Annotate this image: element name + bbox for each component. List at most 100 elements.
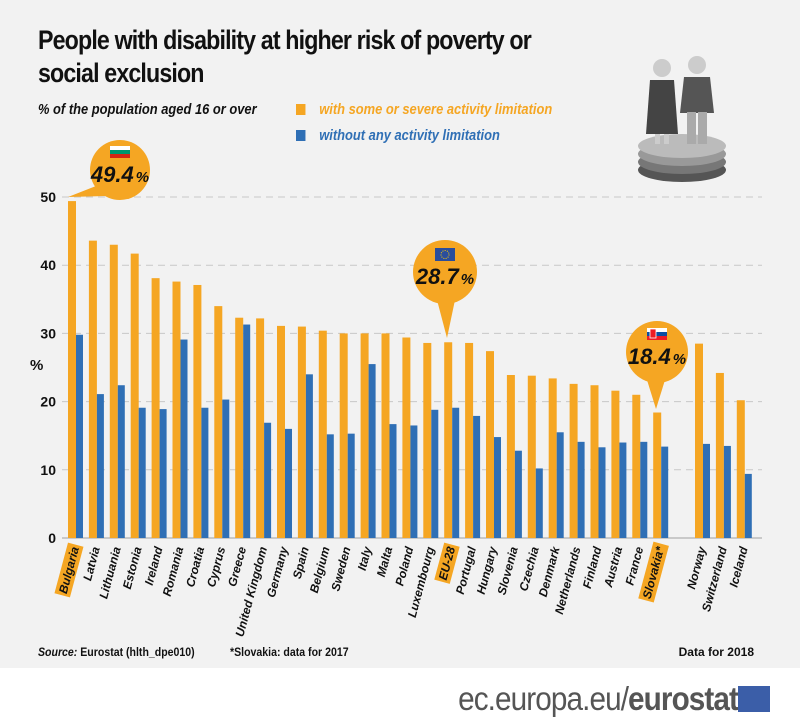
bar-not-limited-switzerland [723,445,731,538]
x-tick-group: Malta [374,545,396,579]
callout-unit: % [461,271,474,288]
bar-limited-malta [381,333,390,538]
bar-limited-portugal [465,342,474,538]
bar-limited-slovenia [506,375,515,538]
slovakia-note: *Slovakia: data for 2017 [230,645,349,659]
callout-value: 28.7 [415,264,461,289]
y-tick-label: 40 [40,257,56,273]
bar-limited-bulgaria [68,201,76,539]
bar-limited-ireland [151,278,160,538]
y-tick-label: 0 [48,530,56,546]
y-tick-label: 50 [40,189,56,205]
bar-limited-cyprus [214,306,223,538]
x-tick-label: France [622,545,646,587]
callout-value: 18.4 [628,344,671,369]
bar-not-limited-sweden [347,433,355,538]
highlight-label-bg [638,541,669,603]
brand-name: eurostat [628,680,739,717]
source-label: Source: [38,645,78,659]
bar-limited-belgium [318,330,327,538]
x-tick-label: Bulgaria [56,545,82,595]
bar-limited-sweden [339,333,348,538]
bar-not-limited-greece [243,324,251,538]
x-tick-label: Croatia [183,545,207,589]
bar-limited-switzerland [715,372,724,538]
bar-not-limited-slovenia [514,450,522,538]
legend-swatch-orange [296,104,306,115]
bar-limited-eu-28 [444,342,453,538]
callout-unit: % [673,351,686,368]
bar-not-limited-eu-28 [452,407,460,538]
callout-text: 18.4% [628,344,686,369]
bar-not-limited-croatia [201,407,209,538]
bar-limited-denmark [548,378,557,538]
bar-not-limited-lithuania [117,385,125,538]
x-tick-label: Iceland [726,545,750,589]
x-tick-label: Greece [225,545,249,588]
x-tick-group: France [622,545,646,587]
bar-limited-hungary [486,351,494,538]
bar-not-limited-luxembourg [431,409,439,538]
bar-limited-romania [172,281,181,538]
legend-swatch-blue [296,130,306,141]
bar-not-limited-netherlands [577,441,585,538]
flag-field [435,248,455,261]
bar-limited-austria [611,390,620,538]
x-tick-label: Cyprus [204,545,228,589]
callout-bubble [90,140,150,200]
eurostat-brand[interactable]: ec.europa.eu/eurostat [458,680,739,718]
legend-label: with some or severe activity limitation [319,101,553,118]
bar-not-limited-italy [368,364,376,538]
y-tick-label: 10 [40,462,56,478]
flag-stripe [647,332,667,336]
bar-limited-italy [360,333,369,538]
bar-limited-iceland [736,400,745,538]
x-tick-group: Ireland [142,545,166,587]
bar-not-limited-belgium [326,434,334,538]
flag-stars [440,250,450,259]
people-on-coins-illustration [638,56,726,182]
x-tick-label: Latvia [80,545,103,582]
bar-limited-finland [590,385,599,538]
callout-text: 28.7% [415,264,474,289]
chart-title: People with disability at higher risk of… [38,25,532,88]
bar-not-limited-iceland [744,473,752,538]
x-tick-group: Latvia [80,545,103,582]
source-note: Source: Eurostat (hlth_dpe010) [38,645,195,659]
bar-limited-france [632,394,641,538]
bar-not-limited-portugal [473,415,481,538]
eu-flag-icon [435,248,455,261]
source-text: Eurostat (hlth_dpe010) [80,645,195,659]
callout-eu28: 28.7% [413,240,477,338]
x-tick-group: Poland [392,545,416,588]
eu-flag-logo [738,686,770,712]
x-tick-group: Bulgaria [54,542,84,598]
legend-item-limited: with some or severe activity limitation [296,101,552,118]
chart-subtitle: % of the population aged 16 or over [38,101,257,118]
bar-limited-united-kingdom [256,318,265,538]
brand-url: ec.europa.eu/ [458,680,629,717]
bar-not-limited-finland [598,447,606,538]
bar-limited-norway [695,343,703,538]
legend-label: without any activity limitation [319,127,500,144]
bar-not-limited-denmark [556,432,564,538]
x-tick-group: Spain [290,545,312,580]
x-tick-group: EU-28 [434,542,460,584]
callout-bubble [413,240,477,304]
bar-not-limited-germany [285,428,292,538]
bar-limited-lithuania [109,244,118,539]
bar-not-limited-france [640,441,648,538]
y-tick-label: 20 [40,394,56,410]
x-tick-group: Italy [355,544,375,572]
x-tick-group: Sweden [328,545,353,592]
flag-stripe [647,328,667,332]
x-tick-group: Iceland [726,545,750,589]
flag-stripe [110,154,130,158]
bar-not-limited-hungary [494,437,501,538]
x-tick-label: Ireland [142,545,166,587]
data-year: Data for 2018 [678,645,754,659]
highlight-label-bg [434,542,460,584]
bar-limited-luxembourg [423,342,432,538]
y-tick-label: 30 [40,325,56,341]
